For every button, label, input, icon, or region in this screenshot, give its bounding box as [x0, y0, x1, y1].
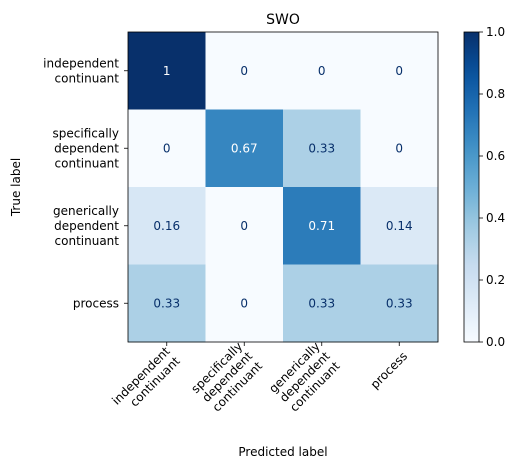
y-tick-label: process — [73, 296, 119, 310]
cell-value-label: 0.33 — [308, 141, 335, 155]
heatmap-cell — [205, 187, 284, 265]
heatmap-cells — [128, 32, 439, 343]
colorbar-tick-label: 1.0 — [486, 25, 505, 39]
cell-value-label: 0 — [318, 64, 326, 78]
heatmap-cell — [128, 264, 206, 343]
x-tick-label: process — [368, 349, 411, 392]
cell-value-label: 0 — [395, 141, 403, 155]
y-axis-label: True label — [9, 158, 23, 217]
colorbar-ticks: 0.0 0.2 0.4 0.6 0.8 1.0 — [479, 25, 505, 349]
heatmap-cell-labels: 1 0 0 0 0 0.67 0.33 0 0.16 0 0.71 0.14 0.33 0 0.33 0.33 — [153, 64, 412, 311]
cell-value-label: 0 — [240, 64, 248, 78]
heatmap-cell — [128, 187, 206, 265]
colorbar — [463, 31, 480, 343]
cell-value-label: 0.71 — [308, 219, 335, 233]
heatmap-cell — [205, 109, 284, 188]
colorbar-tick-label: 0.4 — [486, 211, 505, 225]
heatmap-cell — [283, 32, 361, 110]
colorbar-tick-label: 0.2 — [486, 273, 505, 287]
cell-value-label: 0.67 — [231, 141, 258, 155]
cell-value-label: 0.33 — [308, 296, 335, 310]
heatmap-cell — [283, 264, 361, 343]
heatmap-cell — [128, 109, 206, 188]
cell-value-label: 0.33 — [153, 296, 180, 310]
colorbar-tick-label: 0.6 — [486, 149, 505, 163]
cell-value-label: 0.14 — [386, 219, 413, 233]
cell-value-label: 0 — [395, 64, 403, 78]
colorbar-tick-label: 0.8 — [486, 87, 505, 101]
y-tick-label: independent continuant — [43, 56, 119, 85]
heatmap-cell — [128, 32, 206, 110]
heatmap-cell — [360, 109, 439, 188]
heatmap-cell — [283, 109, 361, 188]
heatmap-cell — [360, 187, 439, 265]
heatmap-cell — [205, 264, 284, 343]
heatmap-cell — [360, 264, 439, 343]
x-axis-label: Predicted label — [238, 445, 327, 459]
cell-value-label: 1 — [163, 64, 171, 78]
heatmap-cell — [360, 32, 439, 110]
y-tick-label: specifically dependent continuant — [53, 126, 120, 170]
cell-value-label: 0 — [163, 141, 171, 155]
heatmap-cell — [283, 187, 361, 265]
heatmap-cell — [205, 32, 284, 110]
chart-title: SWO — [266, 12, 300, 28]
cell-value-label: 0 — [240, 219, 248, 233]
plot-frame — [127, 31, 439, 343]
x-tick-label: independentcontinuant — [109, 344, 183, 418]
y-tick-labels: independent continuant specifically depende… — [43, 56, 128, 310]
colorbar-tick-label: 0.0 — [486, 335, 505, 349]
x-tick-label: specificallydependentcontinuant — [188, 339, 265, 416]
cell-value-label: 0.33 — [386, 296, 413, 310]
cell-value-label: 0.16 — [153, 219, 180, 233]
x-tick-label: genericallydependentcontinuant — [266, 339, 343, 416]
cell-value-label: 0 — [240, 296, 248, 310]
y-tick-label: generically dependent continuant — [53, 204, 119, 248]
x-tick-labels: independentcontinuant specificallydepende… — [109, 339, 411, 418]
